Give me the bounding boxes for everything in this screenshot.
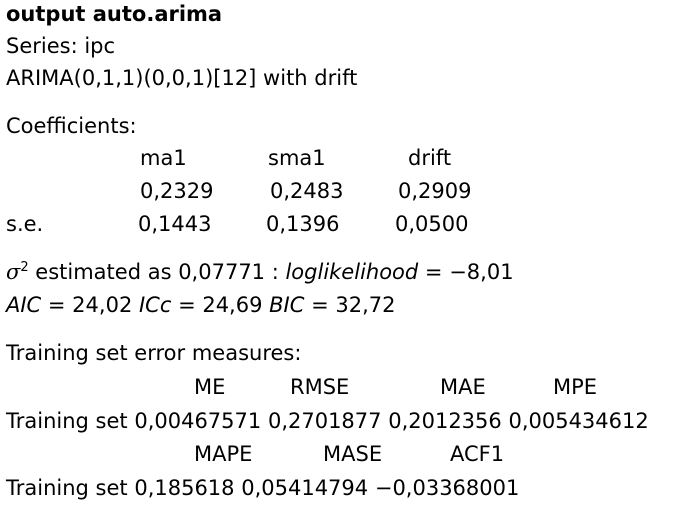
training-mae-value: 0,2012356 (388, 409, 502, 433)
training-header-rmse: RMSE (290, 375, 350, 399)
training-header-mape: MAPE (194, 442, 253, 466)
training-row-label: Training set (6, 476, 128, 500)
training-mpe-value: 0,005434612 (508, 409, 649, 433)
aic-value: = 24,02 (41, 293, 139, 317)
training-heading: Training set error measures: (6, 341, 302, 365)
info-criteria-line: AIC = 24,02 ICc = 24,69 BIC = 32,72 (6, 295, 395, 316)
training-mape-value: 0,185618 (134, 476, 235, 500)
training-header-acf1: ACF1 (450, 442, 505, 466)
training-me-value: 0,00467571 (134, 409, 262, 433)
sigma-estimated-text: estimated as 0,07771 : (28, 260, 286, 284)
coef-header-ma1: ma1 (140, 146, 187, 170)
model-line: ARIMA(0,1,1)(0,0,1)[12] with drift (6, 66, 358, 90)
coef-estimate-drift: 0,2909 (398, 179, 472, 203)
series-line: Series: ipc (6, 34, 116, 58)
training-rmse-value: 0,2701877 (267, 409, 382, 433)
training-row-1: Training set 0,00467571 0,2701877 0,2012… (6, 411, 649, 432)
se-ma1: 0,1443 (138, 212, 212, 236)
sigma-power: 2 (20, 260, 29, 275)
training-header-mase: MASE (323, 442, 383, 466)
se-sma1: 0,1396 (266, 212, 340, 236)
training-acf1-value: −0,03368001 (374, 476, 520, 500)
training-header-me: ME (194, 375, 226, 399)
coefficients-heading: Coefficients: (6, 114, 137, 138)
aicc-value: = 24,69 (171, 293, 270, 317)
coef-estimate-ma1: 0,2329 (140, 179, 214, 203)
training-row-label: Training set (6, 409, 128, 433)
coef-header-drift: drift (408, 146, 452, 170)
title: output auto.arima (6, 2, 223, 26)
coef-estimate-sma1: 0,2483 (270, 179, 344, 203)
training-row-2: Training set 0,185618 0,05414794 −0,0336… (6, 478, 519, 499)
sigma-symbol: σ (6, 260, 21, 284)
coef-header-sma1: sma1 (268, 146, 326, 170)
se-label: s.e. (6, 212, 44, 236)
aicc-label: ICc (138, 293, 172, 317)
sigma-line: σ2 estimated as 0,07771 : loglikelihood … (6, 260, 514, 284)
bic-label: BIC (269, 293, 305, 317)
bic-value: = 32,72 (304, 293, 396, 317)
loglik-label: loglikelihood (285, 260, 419, 284)
training-header-mpe: MPE (553, 375, 598, 399)
se-drift: 0,0500 (395, 212, 469, 236)
loglik-value: = −8,01 (418, 260, 514, 284)
training-header-mae: MAE (440, 375, 486, 399)
training-mase-value: 0,05414794 (241, 476, 369, 500)
aic-label: AIC (6, 293, 42, 317)
